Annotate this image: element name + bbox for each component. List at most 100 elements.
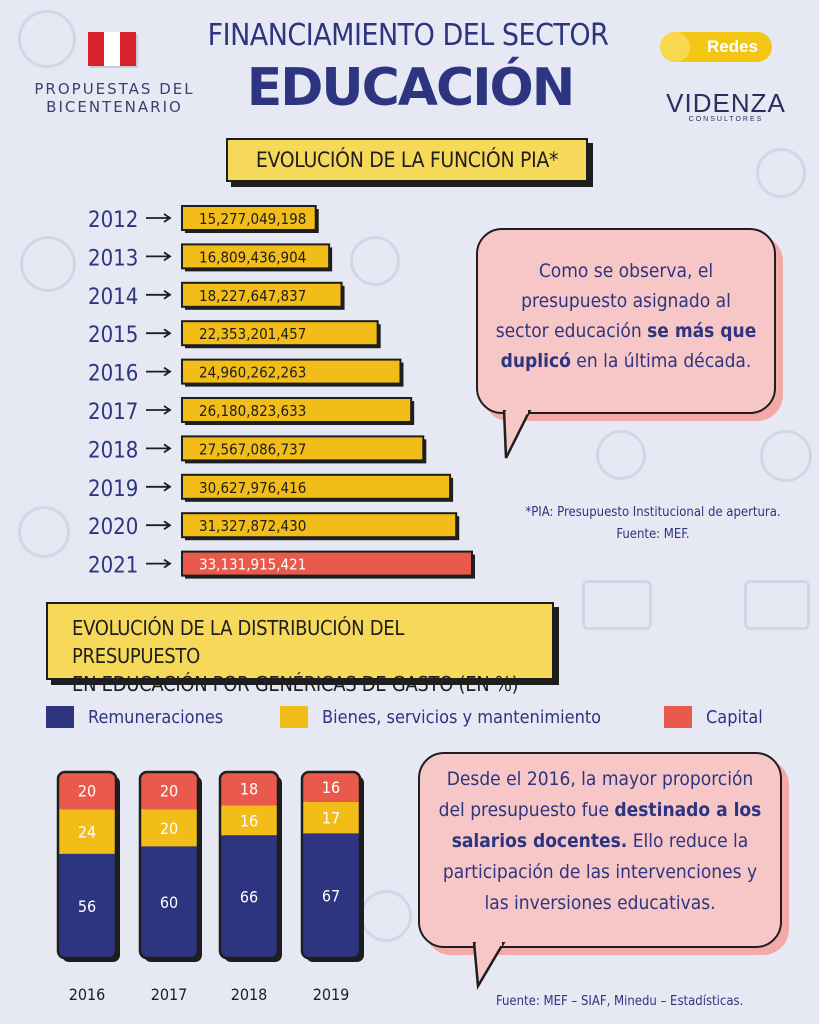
- pia-year-label: 2016: [88, 362, 138, 387]
- note-line2: Fuente: MEF.: [616, 527, 690, 542]
- stack-segment-value: 16: [240, 811, 258, 830]
- stack-segment: [302, 833, 360, 958]
- pia-year-label: 2014: [88, 285, 138, 310]
- section2-line2: EN EDUCACIÓN POR GENÉRICAS DE GASTO (EN …: [72, 672, 519, 696]
- arrow-right-icon: [146, 290, 172, 300]
- stack-segment: [220, 835, 278, 958]
- bg-gear-icon: [18, 10, 76, 68]
- pia-bar-value: 24,960,262,263: [199, 364, 306, 382]
- stack-bar-outline: [300, 770, 362, 960]
- brand-logo: PROPUESTAS DEL BICENTENARIO: [22, 80, 207, 116]
- chart-legend: Remuneraciones Bienes, servicios y mante…: [46, 706, 786, 734]
- stack-segment-value: 60: [160, 893, 178, 912]
- videnza-logo: VIDENZA: [666, 88, 786, 118]
- stack-segment: [58, 809, 116, 854]
- legend-item-bienes: Bienes, servicios y mantenimiento: [280, 706, 601, 728]
- pia-bar: [181, 473, 452, 500]
- pia-bar: [181, 320, 379, 347]
- stack-segment: [58, 772, 116, 810]
- stack-segment-value: 20: [160, 782, 178, 801]
- bubble2-text-bold: destinado a los salarios docentes.: [451, 799, 762, 852]
- stack-bar-outline: [56, 770, 118, 960]
- stack-segment: [302, 801, 360, 834]
- stack-segment-value: 66: [240, 888, 258, 907]
- note-line1: *PIA: Presupuesto Institucional de apert…: [525, 505, 781, 520]
- legend-label: Capital: [706, 706, 763, 728]
- bubble1-text-pre: Como se observa, el presupuesto asignado…: [495, 260, 731, 342]
- redes-badge-dot: [660, 32, 690, 62]
- stack-bar: [140, 772, 198, 958]
- bubble1-text-bold: se más que duplicó: [500, 320, 757, 372]
- section-heading-distribution: EVOLUCIÓN DE LA DISTRIBUCIÓN DEL PRESUPU…: [46, 602, 554, 696]
- pia-year-label: 2019: [88, 477, 138, 502]
- bubble1-text-post: en la última década.: [570, 350, 752, 372]
- stack-segment: [140, 846, 198, 958]
- pia-year-label: 2021: [88, 554, 138, 579]
- arrow-right-icon: [146, 405, 172, 415]
- legend-item-capital: Capital: [664, 706, 763, 728]
- speech-bubble-pia: Como se observa, el presupuesto asignado…: [476, 228, 776, 414]
- stack-segment-value: 18: [240, 780, 258, 799]
- pia-bar-value: 30,627,976,416: [199, 479, 306, 497]
- brand-line2: BICENTENARIO: [46, 98, 183, 116]
- pia-bar-value: 18,227,647,837: [199, 287, 306, 305]
- bg-atom-icon: [350, 236, 400, 286]
- legend-swatch: [46, 706, 74, 728]
- arrow-right-icon: [146, 366, 172, 377]
- bg-atom-icon: [20, 236, 76, 292]
- source-note: Fuente: MEF – SIAF, Minedu – Estadística…: [496, 994, 744, 1009]
- stack-year-label: 2017: [151, 985, 188, 1004]
- arrow-right-icon: [146, 443, 172, 454]
- stack-segment-value: 20: [78, 782, 96, 801]
- pia-bar: [181, 243, 331, 270]
- peru-flag-icon: [88, 32, 136, 66]
- stack-bar-outline: [138, 770, 200, 960]
- pia-bar-value: 27,567,086,737: [199, 440, 306, 458]
- stack-segment: [220, 805, 278, 836]
- stack-segment-value: 20: [160, 819, 178, 838]
- stack-bar: [302, 772, 360, 958]
- stack-year-label: 2019: [313, 985, 350, 1004]
- stack-segment-value: 17: [322, 809, 340, 828]
- bg-gear-icon: [756, 148, 806, 198]
- bubble2-text-pre: Desde el 2016, la mayor proporción del p…: [438, 768, 754, 821]
- pia-bar-value: 31,327,872,430: [199, 517, 306, 535]
- stack-bar: [58, 772, 116, 958]
- pia-bar-value: 16,809,436,904: [199, 248, 306, 266]
- legend-label: Bienes, servicios y mantenimiento: [322, 706, 602, 728]
- brand-line1: PROPUESTAS DEL: [34, 80, 195, 98]
- bg-globe-icon: [760, 430, 812, 482]
- pia-bar: [181, 397, 413, 423]
- speech-bubble-tail: [472, 942, 506, 990]
- speech-bubble-distribution: Desde el 2016, la mayor proporción del p…: [418, 752, 782, 948]
- section-heading-pia: EVOLUCIÓN DE LA FUNCIÓN PIA*: [226, 138, 588, 182]
- pia-bar-chart: 2012 15,277,049,198 2013 16,809,436,904 2014…: [88, 205, 475, 579]
- arrow-right-icon: [146, 251, 172, 262]
- stack-segment: [58, 853, 116, 958]
- legend-swatch: [280, 706, 308, 728]
- bubble2-text-post: Ello reduce la participación de las inte…: [442, 830, 758, 914]
- stack-segment: [140, 809, 198, 847]
- pia-bar: [181, 358, 402, 385]
- legend-item-remuneraciones: Remuneraciones: [46, 706, 223, 728]
- pia-bar: [181, 205, 317, 231]
- pia-year-label: 2012: [88, 208, 138, 233]
- stack-segment: [302, 772, 360, 802]
- pia-bar: [181, 281, 343, 308]
- pia-year-label: 2013: [88, 246, 138, 271]
- stack-segment-value: 56: [78, 897, 96, 916]
- stack-segment-value: 67: [322, 887, 340, 906]
- arrow-right-icon: [146, 520, 172, 530]
- page-title-line2: EDUCACIÓN: [246, 58, 576, 118]
- arrow-right-icon: [146, 213, 172, 223]
- stack-segment: [220, 772, 278, 806]
- pia-footnote: *PIA: Presupuesto Institucional de apert…: [508, 502, 798, 546]
- stack-bar: [220, 772, 278, 958]
- arrow-right-icon: [146, 482, 172, 492]
- bg-monitor-icon: [582, 580, 652, 630]
- stack-segment-value: 24: [78, 823, 96, 842]
- bg-bulb-icon: [18, 506, 70, 558]
- legend-label: Remuneraciones: [88, 706, 224, 728]
- pia-year-label: 2018: [88, 438, 138, 463]
